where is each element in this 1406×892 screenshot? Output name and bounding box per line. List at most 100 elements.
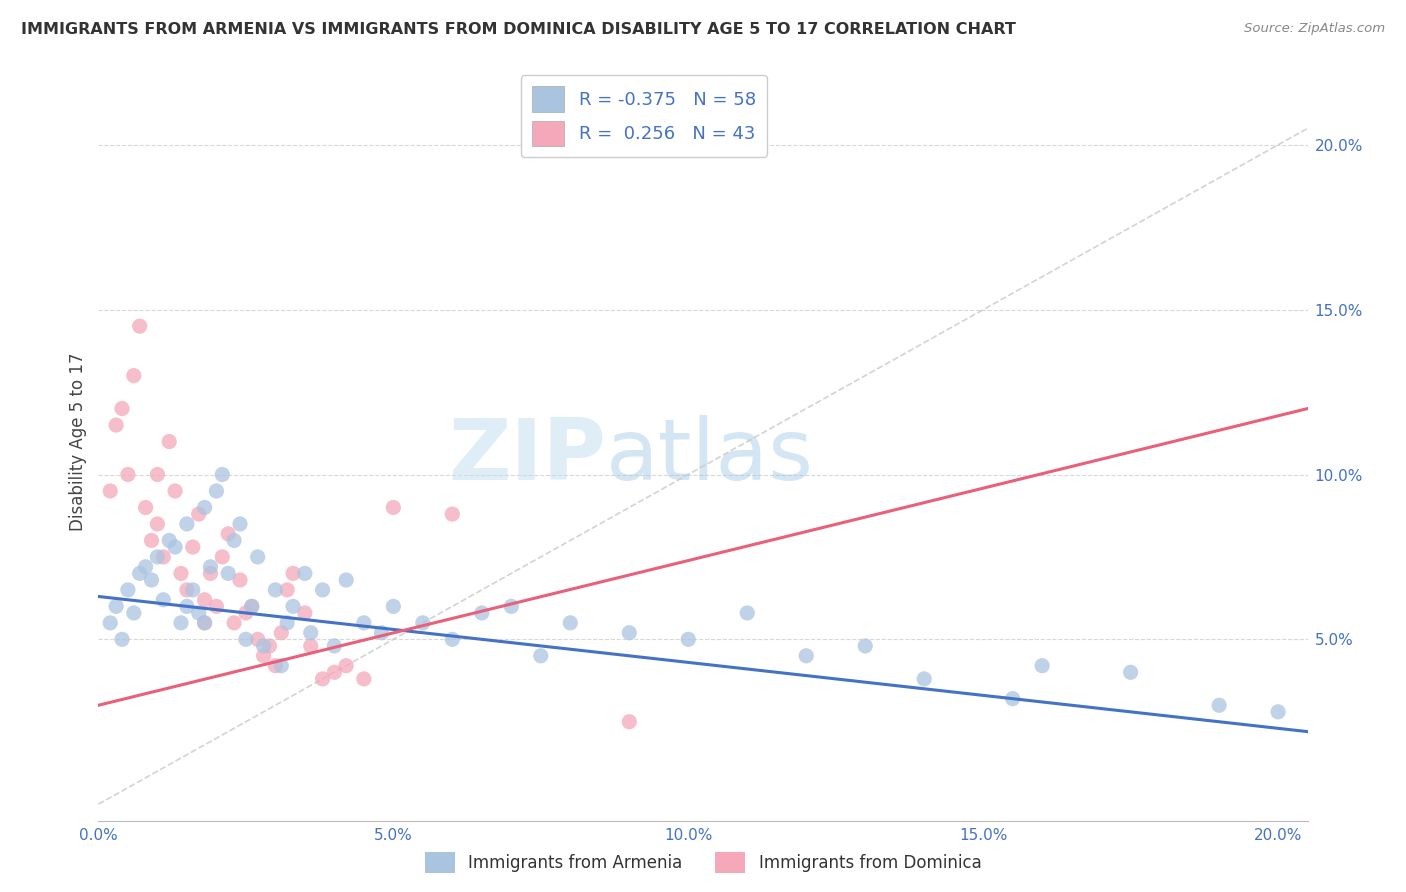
Point <box>323 665 346 680</box>
Point <box>311 582 333 597</box>
Text: IMMIGRANTS FROM ARMENIA VS IMMIGRANTS FROM DOMINICA DISABILITY AGE 5 TO 17 CORRE: IMMIGRANTS FROM ARMENIA VS IMMIGRANTS FR… <box>21 22 1017 37</box>
Point <box>157 533 180 548</box>
Point <box>441 507 464 521</box>
Point <box>1208 698 1230 713</box>
Point <box>128 566 150 581</box>
Point <box>111 632 134 647</box>
Point <box>157 434 180 449</box>
Point <box>170 566 193 581</box>
Point <box>187 507 209 521</box>
Point <box>382 500 405 515</box>
Point <box>141 573 163 587</box>
Point <box>323 639 346 653</box>
Point <box>259 639 281 653</box>
Point <box>146 467 169 482</box>
Point <box>222 533 245 548</box>
Point <box>205 483 228 498</box>
Point <box>111 401 134 416</box>
Legend: Immigrants from Armenia, Immigrants from Dominica: Immigrants from Armenia, Immigrants from… <box>418 846 988 880</box>
Point <box>501 599 523 614</box>
Point <box>229 516 252 531</box>
Point <box>200 559 222 574</box>
Point <box>217 566 239 581</box>
Point <box>240 599 263 614</box>
Legend: R = -0.375   N = 58, R =  0.256   N = 43: R = -0.375 N = 58, R = 0.256 N = 43 <box>520 75 766 157</box>
Point <box>105 599 128 614</box>
Point <box>211 549 233 564</box>
Point <box>794 648 817 663</box>
Text: ZIP: ZIP <box>449 415 606 499</box>
Point <box>270 625 292 640</box>
Point <box>181 540 204 554</box>
Point <box>98 615 121 630</box>
Point <box>619 625 641 640</box>
Point <box>211 467 233 482</box>
Point <box>141 533 163 548</box>
Point <box>335 658 357 673</box>
Point <box>294 566 316 581</box>
Point <box>270 658 292 673</box>
Point <box>530 648 553 663</box>
Point <box>117 467 139 482</box>
Point <box>194 592 217 607</box>
Point <box>235 632 257 647</box>
Point <box>276 615 298 630</box>
Y-axis label: Disability Age 5 to 17: Disability Age 5 to 17 <box>69 352 87 531</box>
Point <box>146 549 169 564</box>
Point <box>370 625 392 640</box>
Point <box>229 573 252 587</box>
Point <box>205 599 228 614</box>
Point <box>294 606 316 620</box>
Point <box>353 615 375 630</box>
Text: Source: ZipAtlas.com: Source: ZipAtlas.com <box>1244 22 1385 36</box>
Point <box>264 658 287 673</box>
Text: atlas: atlas <box>606 415 814 499</box>
Point <box>246 549 269 564</box>
Point <box>246 632 269 647</box>
Point <box>194 615 217 630</box>
Point <box>152 592 174 607</box>
Point <box>853 639 876 653</box>
Point <box>200 566 222 581</box>
Point <box>217 526 239 541</box>
Point <box>135 500 157 515</box>
Point <box>412 615 434 630</box>
Point <box>176 516 198 531</box>
Point <box>1001 691 1024 706</box>
Point <box>1267 705 1289 719</box>
Point <box>122 368 145 383</box>
Point <box>560 615 582 630</box>
Point <box>194 500 217 515</box>
Point <box>353 672 375 686</box>
Point <box>382 599 405 614</box>
Point <box>735 606 758 620</box>
Point <box>281 599 304 614</box>
Point <box>235 606 257 620</box>
Point <box>135 559 157 574</box>
Point <box>152 549 174 564</box>
Point <box>471 606 494 620</box>
Point <box>181 582 204 597</box>
Point <box>264 582 287 597</box>
Point <box>165 483 187 498</box>
Point <box>912 672 935 686</box>
Point <box>311 672 333 686</box>
Point <box>678 632 700 647</box>
Point <box>252 639 274 653</box>
Point <box>146 516 169 531</box>
Point <box>187 606 209 620</box>
Point <box>105 418 128 433</box>
Point <box>240 599 263 614</box>
Point <box>619 714 641 729</box>
Point <box>165 540 187 554</box>
Point <box>281 566 304 581</box>
Point <box>170 615 193 630</box>
Point <box>299 639 322 653</box>
Point <box>194 615 217 630</box>
Point <box>222 615 245 630</box>
Point <box>276 582 298 597</box>
Point <box>117 582 139 597</box>
Point <box>299 625 322 640</box>
Point <box>1031 658 1053 673</box>
Point <box>335 573 357 587</box>
